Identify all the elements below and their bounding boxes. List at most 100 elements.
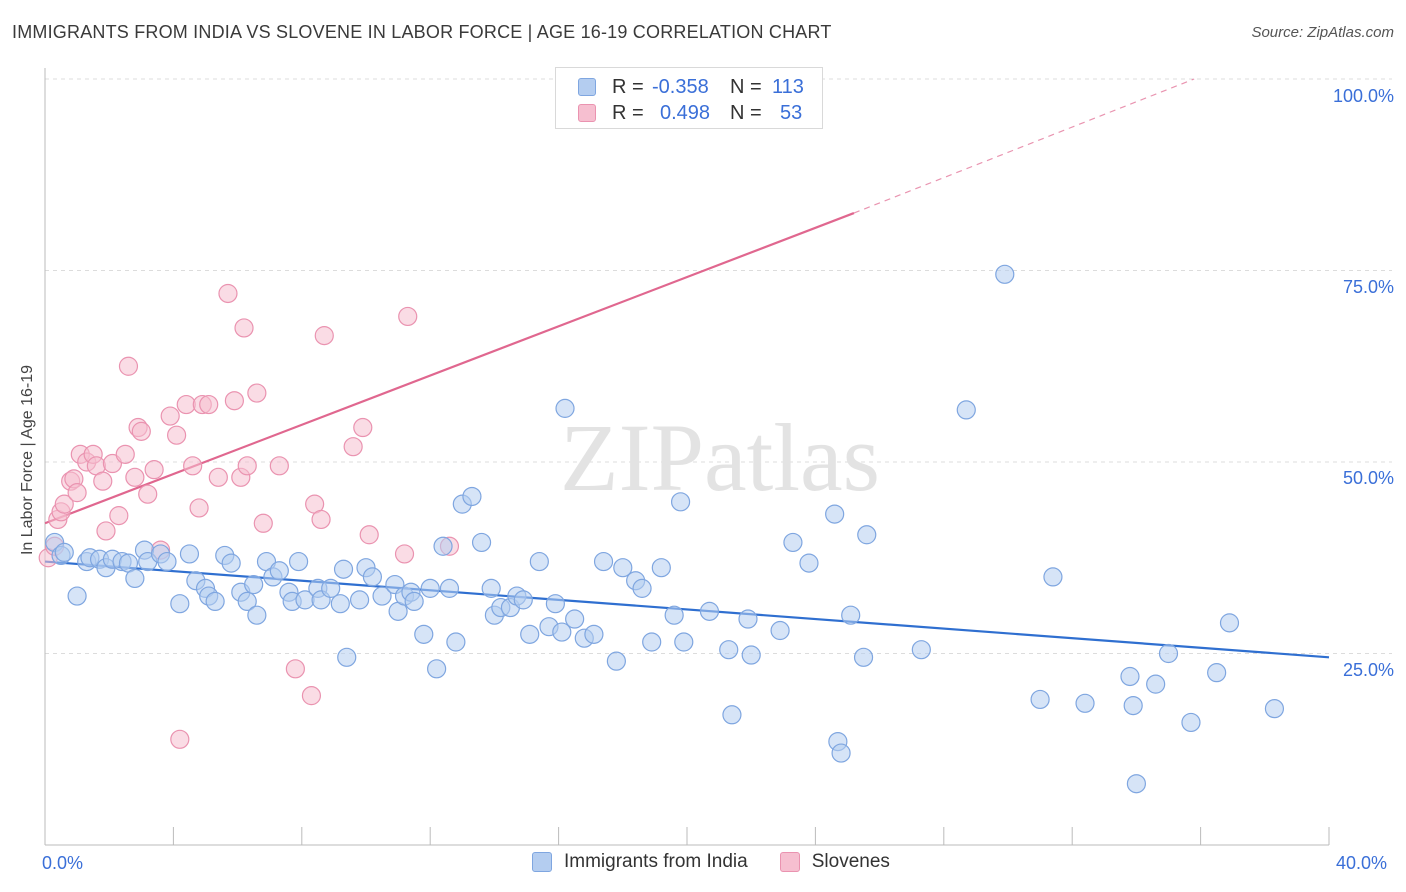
n-label: N = [730, 101, 762, 124]
axes [44, 68, 1330, 846]
india-point [1043, 567, 1063, 587]
india-point [613, 558, 633, 578]
india-point [606, 651, 626, 671]
india-point [427, 659, 447, 679]
india-point [446, 632, 466, 652]
india-point [205, 591, 225, 612]
india-point [321, 578, 341, 598]
india-point [770, 620, 790, 641]
legend-item-india[interactable]: Immigrants from India [532, 851, 748, 873]
india-point [330, 594, 350, 614]
slovenes-point [170, 729, 190, 749]
n-value: 113 [772, 75, 804, 98]
india-point [841, 605, 861, 625]
india-point [1219, 613, 1240, 633]
r-value: -0.358 [652, 75, 709, 98]
slovenes-point [234, 318, 254, 338]
slovenes-point [125, 467, 145, 487]
india-point [221, 553, 241, 573]
india-point [1120, 666, 1140, 687]
india-point [722, 705, 742, 725]
india-point [247, 605, 267, 625]
slovenes-point [343, 437, 363, 457]
india-points [45, 264, 1285, 794]
india-point [552, 622, 572, 642]
india-point [799, 553, 819, 573]
y-tick-label-75: 75.0% [1342, 277, 1394, 297]
trend-lines [44, 78, 1330, 659]
india-point [1123, 695, 1143, 716]
india-point [831, 743, 851, 763]
y-tick-label-25: 25.0% [1342, 660, 1394, 680]
india-point [288, 551, 309, 572]
slovenes-point [237, 456, 257, 476]
legend-row-india: R = -0.358 N = 113 [578, 75, 804, 99]
india-point [362, 567, 383, 587]
slovenes-point [394, 544, 415, 564]
slovenes-point [67, 483, 87, 503]
india-point [670, 492, 691, 512]
india-point [545, 594, 565, 614]
slovenes-point [359, 525, 379, 545]
india-point [674, 632, 694, 652]
slovenes-point [311, 509, 331, 530]
slovenes-point [398, 306, 418, 327]
watermark: ZIPatlas [560, 404, 880, 511]
legend-item-slovenes[interactable]: Slovenes [779, 851, 890, 873]
legend-label-slovenes: Slovenes [811, 851, 890, 872]
india-point [956, 400, 976, 420]
n-value: 53 [780, 101, 803, 124]
slovenes-point [208, 467, 228, 487]
slovenes-point [138, 484, 158, 504]
source-label: Source: ZipAtlas.com [1251, 24, 1394, 41]
india-point [433, 536, 453, 556]
india-point [857, 525, 877, 545]
india-point [632, 578, 652, 598]
slovenes-point [218, 283, 238, 304]
india-point [481, 578, 501, 598]
slovenes-point [199, 394, 219, 415]
india-point [699, 601, 720, 621]
india-point [555, 398, 575, 418]
india-point [741, 645, 761, 665]
n-label: N = [730, 75, 762, 98]
india-point [414, 624, 434, 644]
y-tick-label-50: 50.0% [1342, 468, 1394, 488]
slovenes-point [96, 521, 116, 541]
x-tick-label-min: 0.0% [42, 853, 84, 873]
india-point [911, 640, 931, 660]
y-axis-label: In Labor Force | Age 16-19 [19, 364, 36, 556]
india-point [738, 609, 758, 629]
india-swatch [578, 78, 596, 96]
slovenes-point [253, 513, 273, 533]
slovenes-point [160, 406, 180, 426]
india-point [244, 574, 264, 595]
india-point [404, 591, 424, 612]
india-point [1207, 663, 1227, 683]
slovenes-point [224, 391, 244, 411]
india-point [1075, 693, 1095, 713]
india-point [664, 605, 684, 625]
x-tick-label-max: 40.0% [1336, 853, 1388, 873]
slovenes-point [93, 471, 113, 491]
india-point [179, 544, 200, 564]
slovenes-point [285, 659, 305, 679]
chart-title: IMMIGRANTS FROM INDIA VS SLOVENE IN LABO… [12, 22, 832, 42]
india-point [67, 586, 87, 606]
india-point [520, 624, 540, 644]
india-point [529, 551, 549, 572]
india-point [1181, 712, 1201, 733]
r-label: R = [612, 75, 644, 98]
india-point [1030, 689, 1050, 710]
slovenes-point [183, 456, 203, 476]
india-point [642, 632, 662, 652]
slovenes-point [314, 326, 334, 346]
slovenes-point [131, 421, 151, 441]
india-point [513, 590, 533, 610]
slovenes-point [353, 417, 373, 438]
slovenes-point [109, 506, 129, 526]
slovenes-point [301, 686, 322, 706]
series-legend: Immigrants from India Slovenes [532, 851, 922, 873]
india-point [593, 551, 614, 572]
